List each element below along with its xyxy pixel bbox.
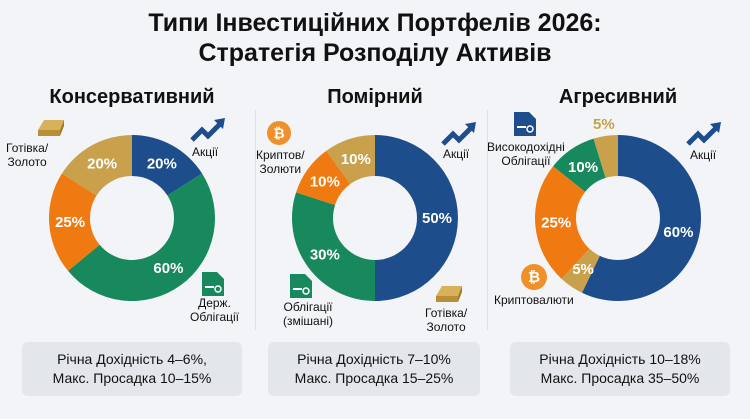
label-stocks: Акції — [443, 147, 470, 161]
moderate-summary: Річна Дохідність 7–10% Макс. Просадка 15–… — [268, 342, 480, 396]
conservative-summary: Річна Дохідність 4–6%, Макс. Просадка 10–… — [22, 342, 242, 396]
data-label: 10% — [568, 159, 598, 176]
data-label: 5% — [593, 116, 615, 133]
divider — [255, 110, 256, 330]
data-label: 50% — [422, 210, 452, 227]
title-line-2: Стратегія Розподілу Активів — [198, 39, 552, 67]
donut-segment — [296, 150, 351, 206]
bond-certificate-icon — [290, 274, 312, 298]
data-label: 20% — [147, 156, 177, 173]
label-stocks: Акції — [690, 148, 717, 162]
label-cash-gold: Готівка/Золото — [6, 141, 49, 169]
svg-text:₿: ₿ — [273, 125, 284, 141]
data-label: 60% — [153, 260, 183, 277]
title-line-1: Типи Інвестиційних Портфелів 2026: — [148, 9, 602, 37]
label-cash-gold: Готівка/Золото — [425, 306, 468, 334]
label-crypto: Криптов/Золюти — [256, 148, 305, 176]
data-label: 20% — [87, 156, 117, 173]
trend-up-arrow-icon — [441, 122, 476, 146]
label-stocks: Акції — [192, 145, 219, 159]
data-label: 5% — [572, 261, 594, 278]
page-title: Типи Інвестиційних Портфелів 2026: Страт… — [0, 8, 750, 68]
donut-segment — [68, 173, 215, 301]
donut-segment — [593, 135, 618, 178]
label-gov-bonds: Держ. Облігації — [190, 296, 239, 324]
label-high-yield-bonds: Високодохідні Облігації — [487, 140, 565, 168]
donut-segment — [581, 135, 701, 301]
aggressive-summary: Річна Дохідність 10–18% Макс. Просадка 35… — [510, 342, 730, 396]
data-label: 60% — [663, 224, 693, 241]
divider — [487, 110, 488, 330]
conservative-title: Консервативний — [49, 86, 215, 108]
data-label: 30% — [310, 246, 340, 263]
label-mixed-bonds: Облігації (змішані) — [283, 300, 334, 328]
bond-certificate-icon — [202, 272, 224, 296]
data-label: 10% — [310, 174, 340, 191]
donut-segment — [292, 192, 375, 301]
data-label: 10% — [341, 151, 371, 168]
gold-bar-icon — [38, 120, 64, 136]
svg-text:₿: ₿ — [528, 269, 540, 286]
label-crypto: Криптовалюти — [494, 293, 574, 307]
donut-segment — [535, 166, 590, 279]
gold-bar-icon — [436, 286, 462, 302]
data-label: 25% — [55, 214, 85, 231]
aggressive-title: Агресивний — [558, 86, 678, 108]
bitcoin-icon: ₿ — [521, 264, 547, 290]
donut-segment — [553, 138, 606, 192]
donut-segment — [132, 135, 203, 196]
bond-certificate-icon — [514, 112, 536, 136]
bitcoin-icon: ₿ — [267, 121, 291, 145]
donut-segment — [561, 248, 600, 293]
donut-segment — [375, 135, 458, 301]
moderate-title: Помірний — [327, 86, 423, 108]
trend-up-arrow-icon — [190, 118, 225, 142]
data-label: 25% — [541, 215, 571, 232]
donut-segment — [49, 173, 100, 271]
donut-segment — [326, 135, 375, 185]
donut-segment — [61, 135, 132, 196]
trend-up-arrow-icon — [686, 122, 721, 146]
